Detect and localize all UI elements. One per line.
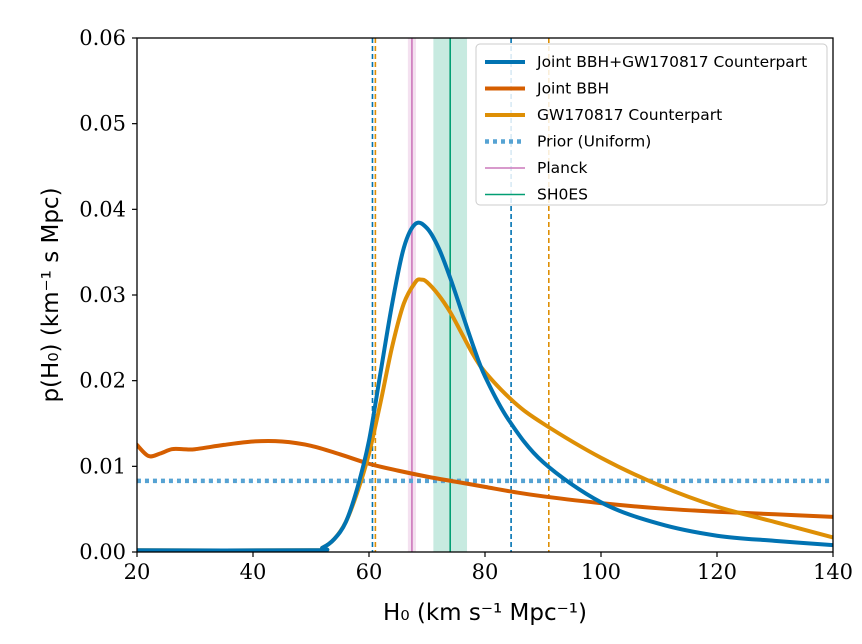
x-tick-label: 100 xyxy=(581,560,621,584)
x-tick-label: 60 xyxy=(356,560,383,584)
legend-box xyxy=(475,43,828,206)
series-joint-bbh xyxy=(137,439,833,519)
legend-label-sh0es: SH0ES xyxy=(537,186,588,204)
y-tick-label: 0.00 xyxy=(79,540,126,564)
series-layer xyxy=(137,220,833,552)
legend: Joint BBH+GW170817 Counterpart Joint BBH G… xyxy=(475,43,828,206)
x-axis-label: H₀ (km s⁻¹ Mpc⁻¹) xyxy=(383,600,587,626)
legend-label-gw170817-counterpart: GW170817 Counterpart xyxy=(537,106,722,124)
y-tick-label: 0.01 xyxy=(79,454,126,478)
x-tick-label: 20 xyxy=(124,560,151,584)
x-tick-label: 40 xyxy=(240,560,267,584)
legend-label-prior-uniform: Prior (Uniform) xyxy=(537,133,651,151)
ticks-layer: 20 40 60 80 100 120 140 0.00 0.01 0.02 0.03 0.04 0.0… xyxy=(79,26,853,584)
y-tick-label: 0.05 xyxy=(79,112,126,136)
y-axis-label: p(H₀) (km⁻¹ s Mpc) xyxy=(38,187,64,402)
y-tick-label: 0.03 xyxy=(79,283,126,307)
y-tick-label: 0.06 xyxy=(79,26,126,50)
legend-label-joint-bbh-gw170817-counterpart: Joint BBH+GW170817 Counterpart xyxy=(536,53,807,71)
x-tick-label: 120 xyxy=(697,560,737,584)
y-tick-label: 0.04 xyxy=(79,197,126,221)
series-gw170817-counterpart xyxy=(137,277,833,552)
y-tick-label: 0.02 xyxy=(79,369,126,393)
series-joint-bbh-gw170817-counterpart xyxy=(137,220,833,552)
legend-label-planck: Planck xyxy=(537,159,587,177)
x-tick-label: 140 xyxy=(813,560,853,584)
x-tick-label: 80 xyxy=(472,560,499,584)
legend-label-joint-bbh: Joint BBH xyxy=(536,80,609,98)
